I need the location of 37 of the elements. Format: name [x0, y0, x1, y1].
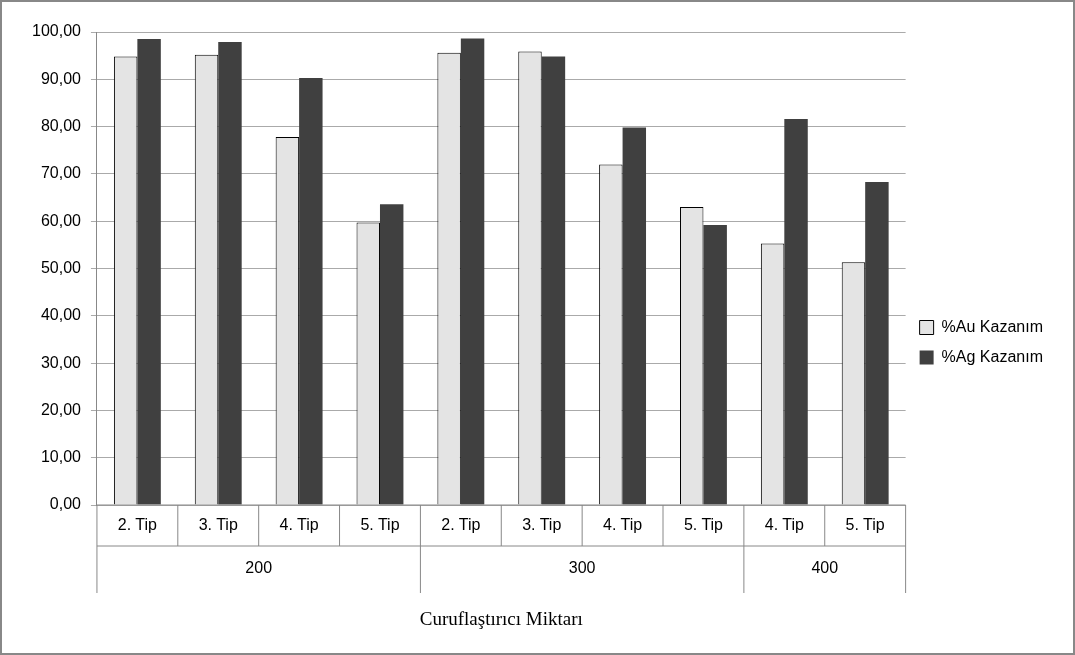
y-tick-label: 100,00: [32, 22, 82, 40]
y-tick-label: 60,00: [40, 211, 82, 229]
text: 200: [245, 559, 273, 577]
bar: [299, 77, 323, 505]
bar: [622, 127, 647, 505]
bar: [460, 38, 485, 505]
y-tick-label: 90,00: [40, 69, 82, 87]
x-tick-label: 4. Tip: [603, 516, 643, 534]
bar: [379, 204, 404, 505]
y-tick-label: 50,00: [40, 258, 82, 276]
x-tick-label: 2. Tip: [117, 516, 158, 534]
bar: [218, 41, 242, 505]
y-tick-label: 80,00: [40, 117, 82, 135]
x-tick-label: 5. Tip: [845, 516, 885, 534]
y-tick-label: 20,00: [40, 400, 82, 418]
y-tick-label: 70,00: [40, 164, 82, 182]
text: 400: [811, 559, 839, 577]
y-tick-label: 10,00: [40, 448, 82, 466]
legend-label: %Ag Kazanım: [941, 347, 1044, 365]
x-tick-label: 5. Tip: [360, 516, 400, 534]
y-tick-label: 0,00: [49, 495, 82, 513]
x-tick-label: 4. Tip: [279, 516, 319, 534]
bar: [137, 39, 161, 505]
x-tick-label: 3. Tip: [198, 516, 238, 534]
x-tick-label: 5. Tip: [683, 516, 724, 534]
legend-label: %Au Kazanım: [941, 317, 1044, 335]
y-tick-label: 40,00: [40, 306, 82, 324]
bar: [703, 224, 727, 505]
bar: [541, 56, 566, 505]
bar: [784, 119, 808, 505]
bar: [865, 181, 889, 505]
x-tick-label: 2. Tip: [441, 516, 481, 534]
x-axis-title: Curuflaştırıcı Miktarı: [419, 607, 583, 629]
x-tick-label: 3. Tip: [522, 516, 562, 534]
x-tick-label: 4. Tip: [764, 516, 804, 534]
y-tick-label: 30,00: [40, 353, 82, 371]
text: 300: [568, 559, 596, 577]
